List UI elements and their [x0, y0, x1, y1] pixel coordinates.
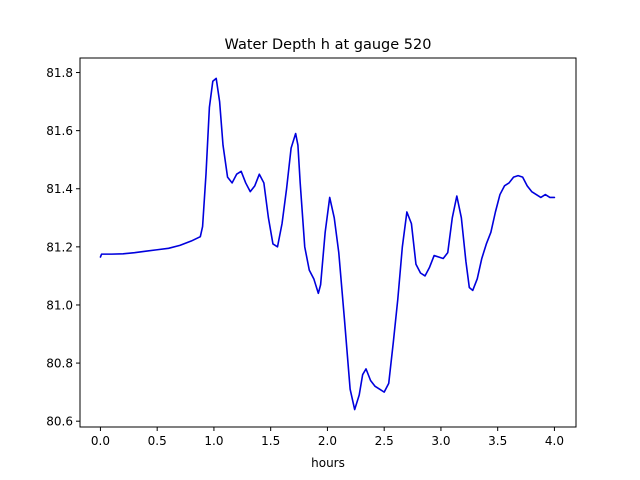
x-axis-title: hours	[311, 456, 345, 470]
x-tick-label: 1.5	[261, 434, 280, 448]
x-tick-label: 0.0	[91, 434, 110, 448]
series-line-0	[99, 77, 556, 411]
y-tick-label: 81.2	[46, 240, 73, 254]
x-tick-label: 0.5	[148, 434, 167, 448]
y-tick-label: 81.6	[46, 124, 73, 138]
y-tick-label: 81.8	[46, 66, 73, 80]
y-axis: 80.6 80.8 81.0 81.2 81.4 81.6 81.8	[46, 66, 80, 429]
chart-title: Water Depth h at gauge 520	[225, 37, 432, 53]
x-tick-label: 4.0	[545, 434, 564, 448]
x-tick-label: 1.0	[204, 434, 223, 448]
y-tick-label: 80.6	[46, 415, 73, 429]
plot-frame	[79, 57, 577, 428]
y-tick-label: 81.0	[46, 298, 73, 312]
y-tick-label: 81.4	[46, 182, 73, 196]
plot-area	[99, 77, 556, 411]
x-axis: 0.0 0.5 1.0 1.5 2.0 2.5 3.0 3.5 4.0	[91, 427, 564, 448]
x-tick-label: 2.0	[318, 434, 337, 448]
y-tick-label: 80.8	[46, 357, 73, 371]
x-tick-label: 3.5	[488, 434, 507, 448]
x-tick-label: 3.0	[431, 434, 450, 448]
x-tick-label: 2.5	[375, 434, 394, 448]
